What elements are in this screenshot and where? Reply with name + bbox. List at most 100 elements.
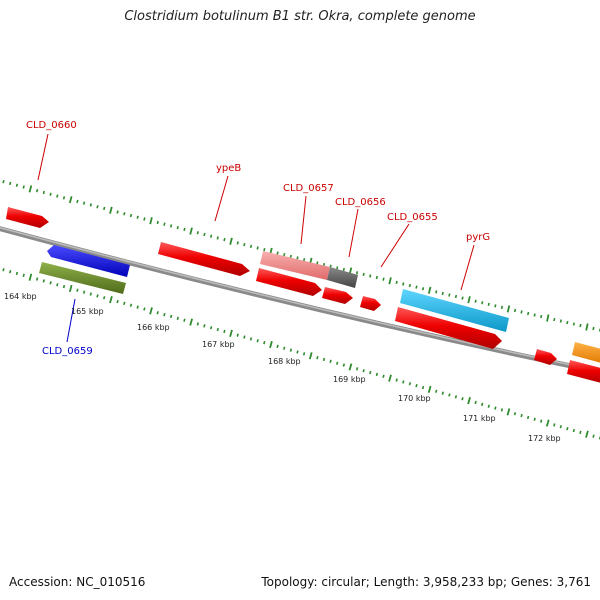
gene-label[interactable]: CLD_0660 <box>26 120 77 131</box>
minor-tick <box>592 326 595 331</box>
minor-tick <box>236 241 239 245</box>
label-leaders <box>37 133 475 343</box>
gene-arrow-cld-0660[interactable] <box>6 207 49 228</box>
scale-label: 164 kbp <box>4 292 37 301</box>
minor-tick <box>382 374 385 378</box>
minor-tick <box>276 344 279 349</box>
gene-label[interactable]: pyrG <box>466 232 490 243</box>
minor-tick <box>289 254 292 258</box>
minor-tick <box>89 292 92 296</box>
minor-tick <box>9 181 12 186</box>
major-tick <box>109 206 113 214</box>
accession-text: Accession: NC_010516 <box>9 575 146 589</box>
minor-tick <box>243 243 246 247</box>
scale-label: 166 kbp <box>137 323 170 332</box>
minor-tick <box>96 205 99 209</box>
minor-tick <box>223 329 226 334</box>
minor-tick <box>355 367 359 371</box>
minor-tick <box>454 395 458 399</box>
minor-tick <box>42 190 45 195</box>
minor-tick <box>474 400 477 405</box>
gene-arrow-cld-0655[interactable] <box>360 296 381 311</box>
minor-tick <box>527 311 530 316</box>
tick-marks <box>2 179 600 440</box>
scale-label: 170 kbp <box>398 394 431 403</box>
minor-tick <box>42 279 45 283</box>
minor-tick <box>209 234 213 238</box>
minor-tick <box>408 283 411 288</box>
minor-tick <box>249 337 253 341</box>
gene-arrow-cld-0659[interactable] <box>47 245 130 277</box>
minor-tick <box>553 317 556 322</box>
minor-tick <box>76 288 79 292</box>
minor-tick <box>49 192 52 196</box>
gene-label[interactable]: ypeB <box>216 163 241 174</box>
minor-tick <box>448 393 451 397</box>
gene-arrow-unlabeled-6[interactable] <box>567 360 600 384</box>
major-tick <box>149 217 153 225</box>
reverse-strand-features <box>39 245 130 294</box>
minor-tick <box>520 413 523 418</box>
minor-tick <box>572 428 576 433</box>
gene-label[interactable]: CLD_0657 <box>283 183 334 194</box>
minor-tick <box>116 210 119 214</box>
major-tick <box>68 196 73 204</box>
minor-tick <box>375 372 379 377</box>
minor-tick <box>441 391 444 395</box>
minor-tick <box>263 248 266 252</box>
gene-label[interactable]: CLD_0656 <box>335 197 386 208</box>
gene-arrow-unlabeled-2[interactable] <box>322 287 353 304</box>
minor-tick <box>487 302 490 306</box>
minor-tick <box>579 430 582 435</box>
major-tick <box>109 296 113 304</box>
scale-label: 167 kbp <box>202 340 235 349</box>
minor-tick <box>303 258 306 262</box>
minor-tick <box>143 307 146 311</box>
gene-labels: CLD_0660 ypeB CLD_0657 CLD_0656 CLD_0655… <box>26 120 490 357</box>
minor-tick <box>76 199 79 204</box>
minor-tick <box>355 271 359 275</box>
gene-arrow-pyrG[interactable] <box>400 289 509 332</box>
major-tick <box>545 419 550 427</box>
minor-tick <box>559 319 562 323</box>
minor-tick <box>513 308 517 313</box>
minor-tick <box>35 277 39 281</box>
major-tick <box>506 305 511 313</box>
minor-tick <box>342 267 345 272</box>
minor-tick <box>559 425 562 429</box>
gene-label[interactable]: CLD_0655 <box>387 212 438 223</box>
gene-arrow-ypeB[interactable] <box>158 242 250 276</box>
minor-tick <box>203 232 206 237</box>
gene-arrow-cld-0656[interactable] <box>327 267 358 288</box>
minor-tick <box>526 415 530 420</box>
minor-tick <box>316 261 319 265</box>
major-tick <box>388 277 392 285</box>
minor-tick <box>216 327 219 332</box>
major-tick <box>467 296 471 304</box>
minor-tick <box>402 282 405 286</box>
minor-tick <box>243 335 246 339</box>
minor-tick <box>82 290 86 294</box>
minor-tick <box>15 183 19 187</box>
minor-tick <box>362 369 365 373</box>
minor-tick <box>156 311 159 315</box>
gene-arrow-unlabeled-4[interactable] <box>534 349 557 365</box>
minor-tick <box>89 203 92 207</box>
minor-tick <box>143 217 146 221</box>
minor-tick <box>322 357 326 362</box>
gene-label[interactable]: CLD_0659 <box>42 346 93 357</box>
major-tick <box>427 385 432 394</box>
gene-arrow-unlabeled-5[interactable] <box>572 342 600 364</box>
minor-tick <box>461 397 464 401</box>
minor-tick <box>223 237 226 242</box>
gene-arrow-cld-0659-cds[interactable] <box>39 262 126 294</box>
minor-tick <box>283 253 286 257</box>
major-tick <box>28 273 33 281</box>
gene-arrow-cld-0657[interactable] <box>260 251 330 280</box>
minor-tick <box>116 299 119 304</box>
minor-tick <box>183 227 186 231</box>
gene-arrow-unlabeled-1[interactable] <box>256 268 322 296</box>
minor-tick <box>209 326 213 330</box>
gene-arrow-unlabeled-3[interactable] <box>395 307 502 349</box>
minor-tick <box>129 213 133 218</box>
